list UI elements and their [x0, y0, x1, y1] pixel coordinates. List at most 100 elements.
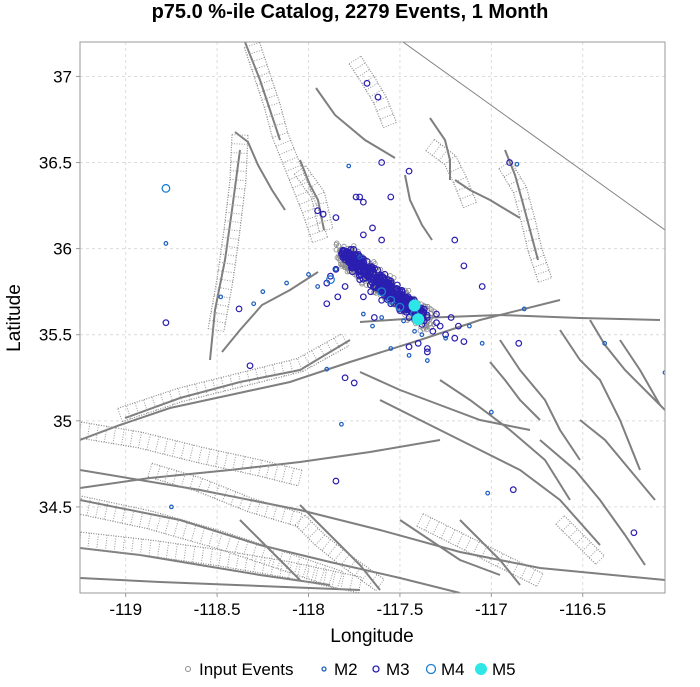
fault-zone-edge: [122, 345, 349, 423]
fault-zone-tick: [163, 438, 169, 455]
m3-event-point: [436, 322, 444, 330]
m3-event-point: [363, 79, 371, 87]
fault-zone-tick: [80, 531, 82, 545]
m3-event-point: [338, 250, 345, 258]
m2-event-point: [218, 294, 224, 300]
fault-zone-tick: [259, 86, 275, 94]
m2-event-point: [485, 490, 491, 496]
fault-zone-tick: [568, 528, 578, 538]
fault-zone-tick: [218, 270, 235, 274]
fault-zone-tick: [217, 278, 233, 282]
m3-event-point: [334, 293, 342, 301]
x-axis-ticks: -119 -118.5 -118 -117.5 -117 -116.5: [109, 593, 606, 619]
fault-zone-edge: [498, 168, 539, 283]
fault-zone-tick: [192, 546, 196, 563]
fault-zone-tick: [562, 522, 572, 532]
fault-zone-tick: [174, 543, 178, 560]
m3-event-point: [363, 271, 371, 278]
fault-zone-tick: [171, 440, 177, 457]
fault-zone-tick: [296, 563, 301, 580]
fault-zone-edge: [259, 42, 329, 238]
m3-event-point: [374, 279, 382, 287]
legend-label-m2: M2: [334, 660, 358, 679]
fault-line: [454, 179, 521, 219]
input-event-point: [432, 312, 438, 318]
input-event-point: [363, 282, 370, 288]
m4-event-point: [326, 275, 335, 285]
grid: [80, 42, 665, 593]
fault-zone-edge: [348, 63, 385, 128]
fault-zone-tick: [292, 181, 308, 189]
fault-zone-tick: [312, 236, 328, 244]
m2-event-point: [163, 241, 169, 246]
fault-zone-tick: [130, 507, 135, 526]
fault-zone-tick: [319, 565, 327, 583]
m3-event-point: [378, 159, 386, 166]
fault-zone-tick: [224, 220, 242, 224]
fault-zone-edge: [147, 476, 299, 528]
fault-zone-tick: [95, 499, 100, 518]
m3-event-point: [162, 319, 170, 327]
m3-event-point: [359, 269, 367, 277]
fault-zone-tick: [189, 444, 194, 461]
fault-line: [299, 504, 381, 591]
m3-event-point: [332, 214, 340, 222]
fault-zone-edge: [81, 495, 343, 573]
fault-zone-tick: [87, 532, 91, 550]
m2-event-point: [260, 289, 266, 295]
m3-event-point: [348, 262, 356, 270]
m3-event-point: [352, 193, 360, 201]
fault-line: [80, 547, 331, 586]
fault-zone-tick: [154, 436, 160, 453]
legend-marker-m2: [321, 666, 327, 672]
fault-zone-tick: [138, 509, 144, 528]
y-axis-label: Latitude: [4, 284, 25, 352]
fault-zone-tick: [113, 535, 117, 553]
fault-zone-tick: [225, 534, 232, 552]
fault-zone-tick: [218, 550, 222, 566]
y-tick-label: 34.5: [39, 498, 72, 517]
m3-event-point: [451, 334, 459, 342]
m3-event-point: [356, 193, 364, 201]
fault-zone-tick: [349, 575, 354, 592]
fault-line: [209, 149, 241, 361]
fault-zone-tick: [249, 56, 265, 64]
fault-zone-tick: [253, 556, 257, 572]
fault-line: [404, 174, 433, 241]
fault-zone-tick: [208, 328, 224, 332]
legend-marker-input-events: [185, 666, 191, 672]
fault-zone-tick: [222, 236, 239, 240]
fault-zone-tick: [231, 152, 248, 154]
m3-event-point: [393, 285, 401, 293]
m2-event-point: [662, 370, 665, 375]
m3-event-point: [345, 259, 353, 266]
fault-zone-tick: [137, 432, 143, 448]
x-tick-label: -118: [292, 600, 325, 619]
m3-event-point: [235, 305, 243, 313]
m3-event-point: [630, 529, 638, 537]
fault-zone-tick: [261, 557, 266, 574]
m3-event-point: [370, 314, 378, 321]
m3-event-point: [387, 279, 395, 287]
fault-zone-tick: [221, 245, 238, 249]
fault-zone-tick: [314, 567, 319, 584]
m3-event-point: [442, 331, 450, 339]
m4-event-point: [377, 287, 387, 297]
fault-line: [459, 519, 521, 586]
fault-zone-tick: [285, 554, 292, 572]
fault-line: [80, 499, 461, 593]
fault-line: [439, 379, 571, 501]
fault-line: [359, 371, 531, 431]
fault-zone-edge: [360, 55, 398, 123]
fault-zone-tick: [226, 551, 231, 568]
fault-zone-tick: [104, 534, 108, 552]
fault-zone-tick: [285, 164, 301, 172]
input-event-point: [338, 261, 344, 267]
fault-zone-tick: [182, 521, 188, 539]
m3-event-point: [332, 477, 340, 485]
fault-zone-tick: [246, 49, 263, 56]
fault-zone-tick: [279, 148, 295, 156]
m3-event-point: [369, 276, 376, 284]
m4-event-point: [395, 302, 405, 312]
chart-title: p75.0 %-ile Catalog, 2279 Events, 1 Mont…: [152, 1, 549, 23]
